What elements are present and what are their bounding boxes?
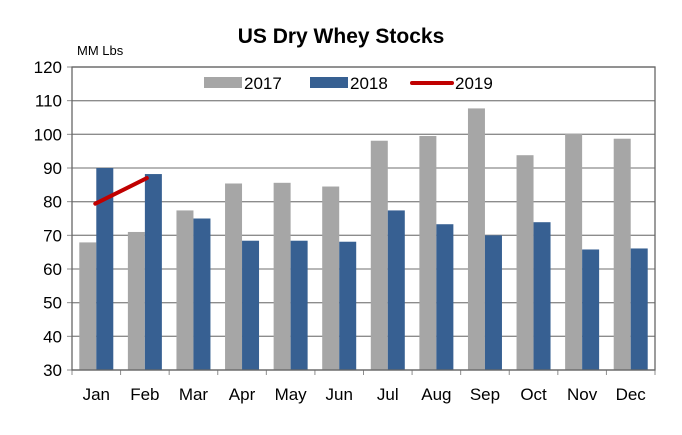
bar-2018-jan [96,168,114,370]
y-axis-label: MM Lbs [77,43,124,58]
bar-2017-oct [516,155,534,370]
bar-2017-nov [565,133,583,370]
bar-2018-sep [484,235,502,370]
y-tick-label: 70 [43,226,62,245]
bar-2018-jul [387,210,405,370]
legend-swatch-2017 [204,77,242,88]
bar-2018-jun [339,241,357,370]
y-tick-label: 120 [34,58,62,77]
bar-2017-jul [370,140,388,370]
x-tick-label: Apr [229,385,256,404]
y-tick-label: 50 [43,294,62,313]
x-tick-label: Oct [520,385,547,404]
bar-2017-feb [127,231,145,370]
x-tick-label: Feb [130,385,159,404]
plot-area-border [71,66,656,371]
x-tick-label: Dec [616,385,647,404]
bar-2018-may [290,240,308,370]
bar-2017-apr [225,183,243,370]
bar-2017-mar [176,210,194,370]
chart-title: US Dry Whey Stocks [238,25,445,48]
x-tick-label: Nov [567,385,598,404]
bar-2017-aug [419,136,437,370]
x-tick-label: Jun [325,385,352,404]
y-tick-label: 60 [43,260,62,279]
bar-2017-may [273,182,291,370]
x-tick-label: Jul [377,385,399,404]
bar-2018-feb [144,174,162,370]
y-tick-label: 80 [43,193,62,212]
bar-2017-jan [79,242,97,370]
x-tick-label: Mar [179,385,209,404]
bar-2018-dec [630,248,648,370]
y-tick-label: 110 [35,92,62,111]
bar-2018-aug [436,224,454,370]
bar-2017-sep [467,108,485,370]
bar-2017-jun [322,186,340,370]
y-tick-label: 30 [43,361,62,380]
bar-2018-mar [193,218,211,370]
legend-label-2017: 2017 [244,74,282,93]
x-tick-label: May [275,385,308,404]
x-tick-label: Jan [83,385,110,404]
legend-swatch-2018 [310,77,348,88]
bar-2018-nov [582,249,600,370]
legend-label-2018: 2018 [350,74,388,93]
legend-label-2019: 2019 [455,74,493,93]
bar-2018-apr [242,240,260,370]
y-tick-label: 90 [43,159,62,178]
x-tick-label: Aug [421,385,451,404]
line-2019 [93,176,149,206]
bar-2017-dec [613,138,631,370]
y-tick-label: 40 [43,327,62,346]
x-tick-label: Sep [470,385,500,404]
y-tick-label: 100 [34,125,62,144]
bar-2018-oct [533,222,551,370]
